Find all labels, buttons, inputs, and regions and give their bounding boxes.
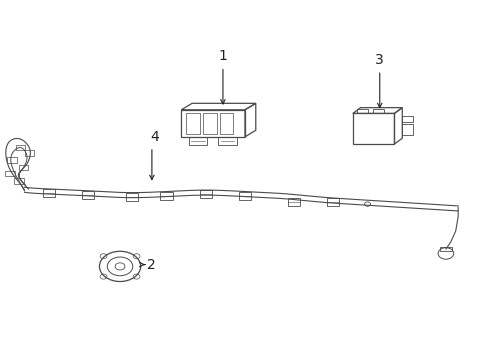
Bar	[181, 110, 245, 137]
Bar	[402, 116, 413, 122]
Text: 1: 1	[219, 49, 227, 63]
Bar	[357, 109, 368, 113]
Bar	[203, 113, 217, 134]
Bar	[200, 190, 212, 198]
Bar	[189, 137, 207, 145]
Bar	[218, 137, 237, 145]
Bar	[288, 198, 300, 206]
Bar	[43, 189, 55, 197]
Bar	[82, 191, 94, 199]
Bar	[402, 124, 413, 135]
Text: 2: 2	[147, 258, 156, 271]
Bar	[14, 178, 24, 184]
Bar	[16, 145, 25, 150]
Bar	[5, 171, 15, 176]
Bar	[327, 198, 340, 206]
Bar	[239, 192, 251, 200]
Bar	[373, 109, 384, 113]
Bar	[353, 113, 394, 144]
Text: 3: 3	[375, 53, 384, 67]
Bar	[126, 193, 138, 201]
Bar	[7, 157, 17, 163]
Bar	[186, 113, 200, 134]
Bar	[19, 165, 28, 170]
Bar	[24, 150, 34, 156]
Bar	[220, 113, 233, 134]
Bar	[440, 247, 452, 251]
Bar	[161, 192, 172, 200]
Text: 4: 4	[150, 130, 159, 144]
